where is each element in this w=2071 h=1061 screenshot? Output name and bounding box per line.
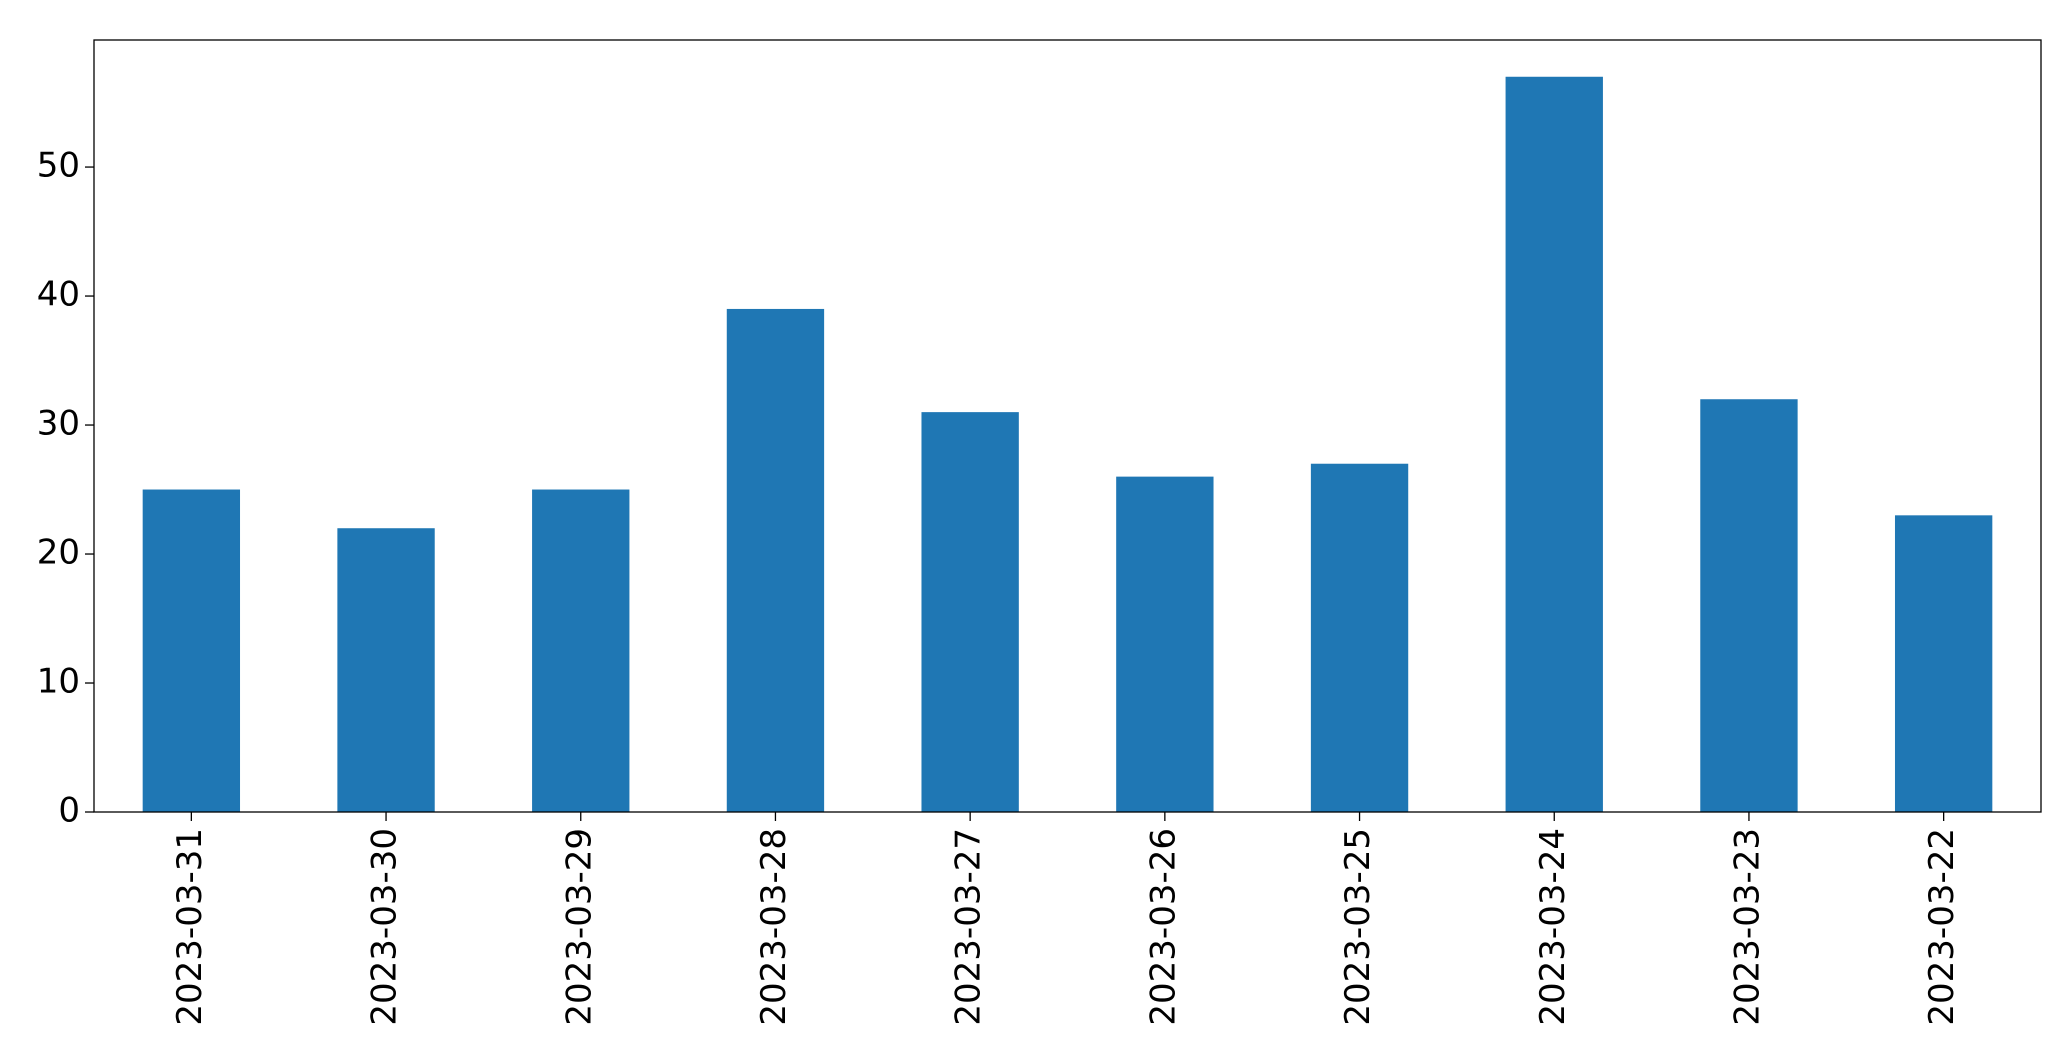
bar — [1116, 476, 1214, 812]
x-tick-label: 2023-03-30 — [365, 828, 405, 1026]
y-tick-label: 0 — [58, 791, 80, 831]
x-tick-label: 2023-03-26 — [1143, 828, 1183, 1026]
y-tick-label: 30 — [37, 404, 80, 444]
x-tick-label: 2023-03-29 — [559, 828, 599, 1026]
bar — [1310, 463, 1409, 812]
bar — [1700, 399, 1798, 812]
x-tick-label: 2023-03-25 — [1338, 828, 1378, 1026]
x-tick-label: 2023-03-23 — [1727, 828, 1767, 1026]
bar — [532, 489, 630, 812]
x-tick-label: 2023-03-27 — [949, 828, 989, 1026]
bar — [726, 308, 825, 812]
x-tick-label: 2023-03-28 — [754, 828, 794, 1026]
bar — [337, 528, 435, 812]
y-tick-label: 50 — [37, 146, 80, 186]
x-tick-label: 2023-03-22 — [1922, 828, 1962, 1026]
y-tick-label: 10 — [37, 662, 80, 702]
plot-frame — [93, 39, 2042, 813]
x-tick-label: 2023-03-24 — [1533, 828, 1573, 1026]
y-tick-label: 40 — [37, 275, 80, 315]
bar — [142, 489, 241, 812]
y-tick-label: 20 — [37, 533, 80, 573]
bar — [921, 412, 1019, 812]
bar — [1894, 515, 1993, 812]
bar — [1505, 76, 1603, 812]
x-tick-label: 2023-03-31 — [170, 828, 210, 1026]
